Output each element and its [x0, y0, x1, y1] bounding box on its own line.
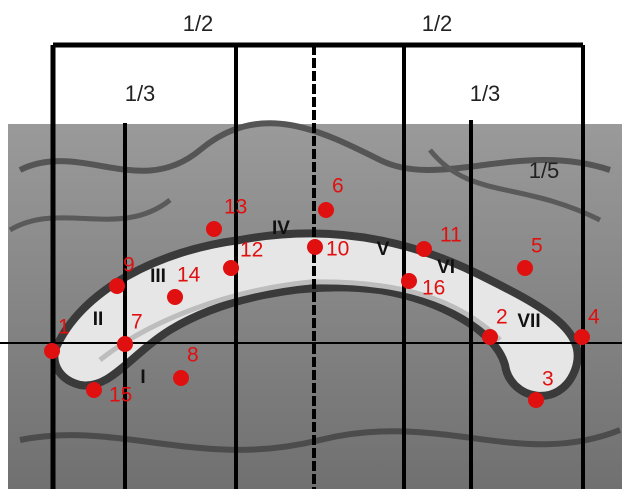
region-label: IV	[272, 218, 290, 239]
landmark-number: 4	[588, 306, 600, 329]
landmark-point	[528, 392, 544, 408]
landmark-number: 14	[177, 264, 201, 287]
landmark-number: 7	[131, 311, 143, 334]
region-label: V	[377, 239, 390, 260]
region-label: VII	[517, 311, 540, 332]
landmark-number: 10	[326, 238, 349, 261]
landmark-point	[517, 260, 533, 276]
landmark-point	[307, 239, 323, 255]
landmark-number: 15	[109, 384, 132, 407]
landmark-number: 5	[531, 235, 543, 258]
region-label: I	[140, 367, 145, 388]
landmark-number: 13	[224, 196, 247, 219]
landmark-point	[167, 289, 183, 305]
landmark-point	[206, 221, 222, 237]
landmark-point	[223, 260, 239, 276]
fraction-label: 1/2	[183, 11, 214, 36]
landmark-point	[318, 202, 334, 218]
fraction-label: 1/3	[125, 81, 156, 106]
landmark-number: 2	[496, 306, 508, 329]
landmark-number: 8	[187, 344, 199, 367]
diagram: 1/21/21/31/31/512345678910111213141516II…	[0, 0, 622, 489]
landmark-point	[109, 278, 125, 294]
region-label: VI	[437, 257, 455, 278]
landmark-point	[482, 329, 498, 345]
landmark-point	[574, 329, 590, 345]
landmark-number: 16	[422, 277, 445, 300]
landmark-point	[416, 241, 432, 257]
landmark-number: 9	[123, 254, 135, 277]
fraction-label: 1/3	[470, 81, 501, 106]
landmark-point	[117, 336, 133, 352]
region-label: III	[150, 266, 166, 287]
landmark-number: 11	[440, 224, 462, 247]
landmark-point	[86, 382, 102, 398]
landmark-number: 6	[332, 175, 344, 198]
landmark-point	[401, 273, 417, 289]
landmark-point	[44, 343, 60, 359]
fraction-label: 1/2	[422, 11, 453, 36]
region-label: II	[93, 309, 104, 330]
landmark-point	[173, 370, 189, 386]
landmark-number: 12	[240, 239, 263, 262]
landmark-number: 3	[542, 368, 554, 391]
fraction-label: 1/5	[529, 158, 560, 183]
landmark-number: 1	[58, 316, 70, 339]
